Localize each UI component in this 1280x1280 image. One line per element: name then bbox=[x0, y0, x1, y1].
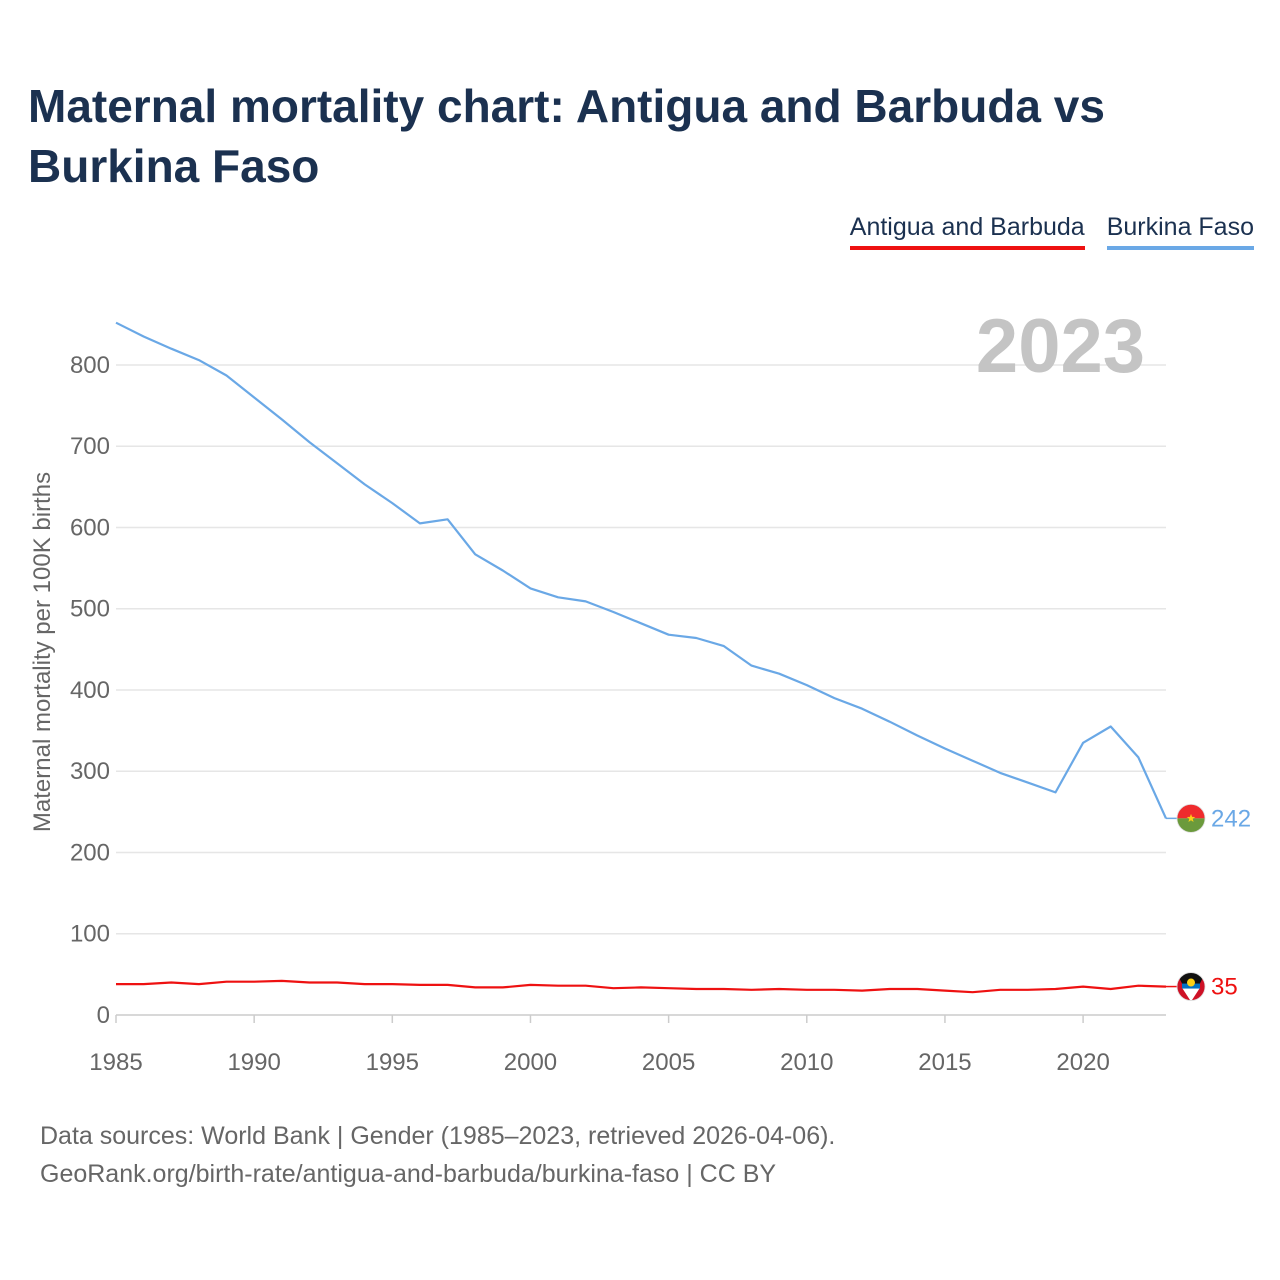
y-tick-label: 100 bbox=[70, 921, 110, 948]
grid-lines bbox=[116, 364, 1166, 1016]
x-axis-ticks: 1985 1990 1995 2000 2005 2010 2015 2020 bbox=[89, 1015, 1110, 1076]
y-tick-label: 800 bbox=[70, 352, 110, 379]
chart-title: Maternal mortality chart: Antigua and Ba… bbox=[28, 80, 1105, 192]
y-tick-label: 500 bbox=[70, 596, 110, 623]
x-tick-label: 2005 bbox=[642, 1049, 695, 1076]
x-tick-label: 1985 bbox=[89, 1049, 142, 1076]
y-tick-label: 600 bbox=[70, 514, 110, 541]
y-tick-label: 0 bbox=[97, 1002, 110, 1029]
x-tick-label: 2020 bbox=[1056, 1049, 1109, 1076]
y-axis-ticks: 0 100 200 300 400 500 600 700 800 bbox=[70, 352, 110, 1029]
end-value-label-burkina-faso: 242 bbox=[1211, 805, 1251, 832]
y-tick-label: 200 bbox=[70, 839, 110, 866]
x-tick-label: 1990 bbox=[227, 1049, 280, 1076]
x-tick-label: 2015 bbox=[918, 1049, 971, 1076]
end-markers: 35 242 bbox=[1166, 803, 1251, 1001]
x-tick-label: 1995 bbox=[366, 1049, 419, 1076]
footer-url[interactable]: GeoRank.org/birth-rate/antigua-and-barbu… bbox=[40, 1160, 777, 1188]
y-tick-label: 700 bbox=[70, 433, 110, 460]
legend: Antigua and Barbuda Burkina Faso bbox=[849, 213, 1254, 250]
footer-sources: Data sources: World Bank | Gender (1985–… bbox=[40, 1122, 836, 1150]
end-value-label-antigua-and-barbuda: 35 bbox=[1211, 974, 1238, 1001]
footer: Data sources: World Bank | Gender (1985–… bbox=[40, 1117, 835, 1193]
legend-item-antigua-and-barbuda[interactable]: Antigua and Barbuda bbox=[849, 213, 1085, 250]
x-tick-label: 2000 bbox=[504, 1049, 557, 1076]
series-lines bbox=[115, 321, 1168, 994]
antigua-and-barbuda-flag-icon bbox=[1176, 972, 1206, 1001]
series-line-antigua-and-barbuda[interactable] bbox=[116, 979, 1167, 994]
y-axis-label: Maternal mortality per 100K births bbox=[29, 472, 56, 832]
y-tick-label: 400 bbox=[70, 677, 110, 704]
year-watermark: 2023 bbox=[976, 304, 1145, 389]
x-tick-label: 2010 bbox=[780, 1049, 833, 1076]
legend-item-burkina-faso[interactable]: Burkina Faso bbox=[1106, 213, 1254, 250]
burkina-faso-flag-icon bbox=[1176, 803, 1206, 833]
y-tick-label: 300 bbox=[70, 758, 110, 785]
series-line-burkina-faso[interactable] bbox=[115, 321, 1168, 819]
